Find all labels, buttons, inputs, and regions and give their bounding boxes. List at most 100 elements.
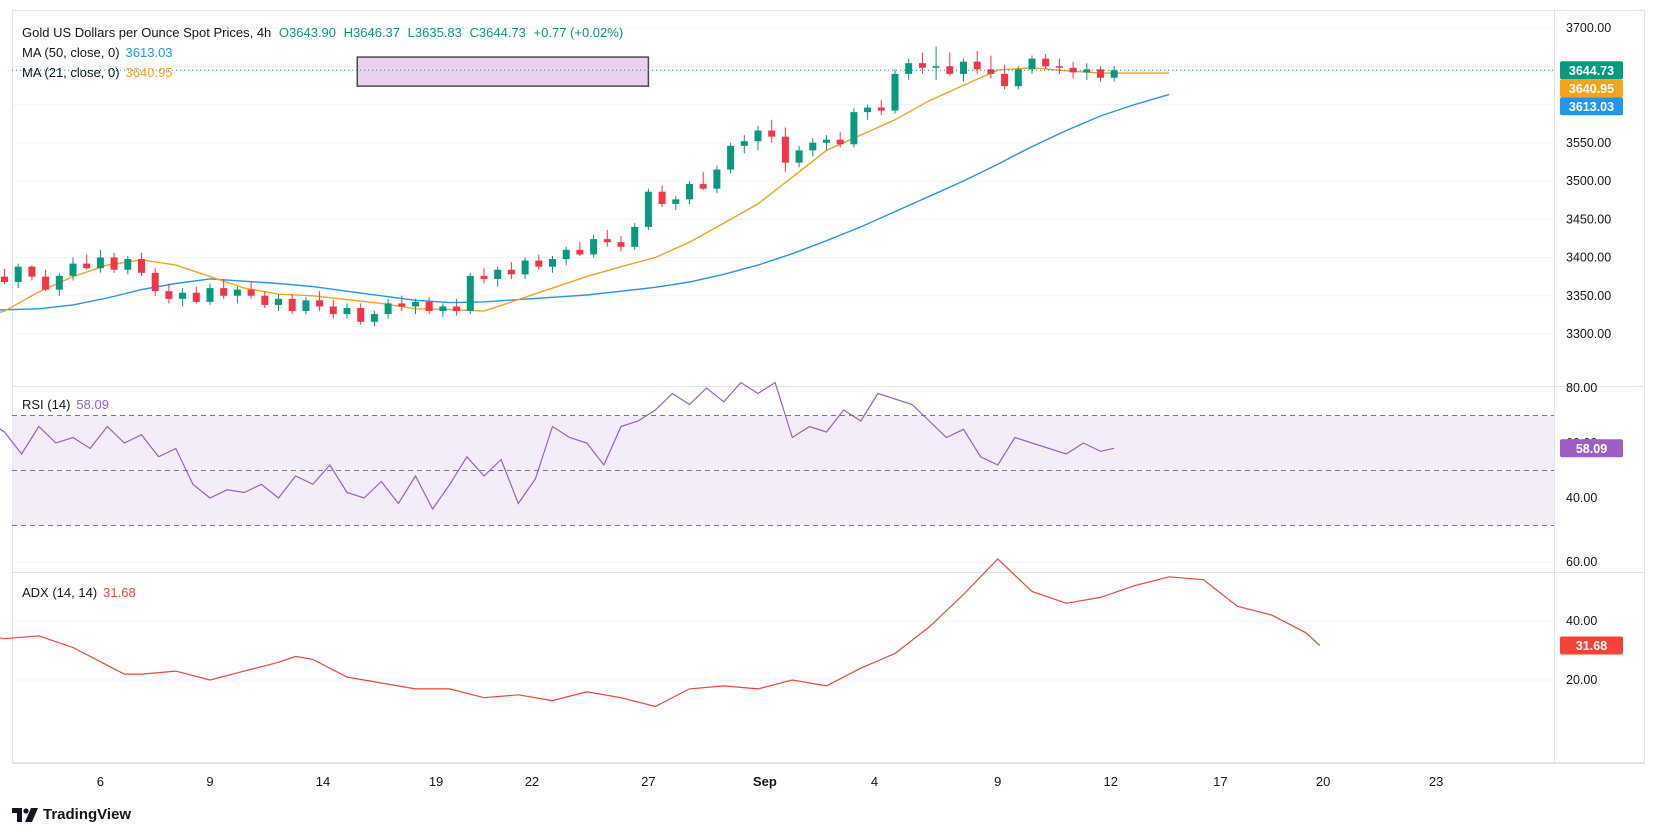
candle-body	[768, 130, 776, 137]
time-tick-label: Sep	[753, 774, 777, 789]
ohlc-close: C3644.73	[469, 25, 526, 40]
ma21-legend[interactable]: MA (21, close, 0) 3640.95	[22, 64, 173, 82]
ohlc-high: H3646.37	[343, 25, 401, 40]
candle-body	[247, 289, 255, 296]
candle-body	[220, 288, 228, 296]
candle	[343, 303, 351, 319]
candle	[192, 286, 200, 304]
candle	[1110, 66, 1118, 82]
rsi-legend[interactable]: RSI (14) 58.09	[22, 396, 109, 414]
candle	[1001, 64, 1009, 90]
candle	[740, 135, 748, 154]
candle-body	[14, 266, 22, 282]
candle	[1, 268, 8, 285]
candle-body	[672, 199, 680, 204]
candle	[412, 298, 419, 315]
adx-tag-bg	[1560, 636, 1623, 655]
candle-body	[946, 66, 954, 74]
candle-body	[1, 276, 8, 282]
brand-text: TradingView	[43, 806, 132, 823]
ma50-tag-bg	[1560, 97, 1623, 116]
candle	[864, 104, 872, 120]
adx-legend[interactable]: ADX (14, 14) 31.68	[22, 584, 136, 602]
rsi-tag-text: 58.09	[1576, 442, 1607, 456]
candle	[603, 229, 611, 247]
candle	[151, 268, 159, 296]
candle	[781, 127, 789, 172]
candle	[823, 135, 830, 151]
ma21-tag: 3640.95	[1560, 79, 1623, 98]
candle-body	[83, 263, 91, 269]
candle-body	[151, 272, 159, 292]
ma50-legend[interactable]: MA (50, close, 0) 3613.03	[22, 44, 173, 62]
time-tick-label: 27	[641, 774, 655, 789]
candle	[329, 299, 337, 319]
candle-body	[918, 63, 926, 68]
rsi-tick-label: 40.00	[1566, 491, 1597, 505]
time-tick-label: 22	[525, 774, 539, 789]
rsi-band-fill	[12, 415, 1554, 526]
rsi-label: RSI (14)	[22, 397, 71, 412]
candle-body	[1097, 69, 1104, 78]
adx-tag-text: 31.68	[1576, 639, 1607, 653]
candle-body	[316, 300, 324, 307]
candle	[261, 291, 269, 308]
candle-body	[261, 295, 269, 305]
candle-body	[206, 288, 214, 302]
candle	[549, 255, 556, 273]
time-axis: 6 9 14 19 22 27 Sep 4 9 12 17 20 23	[97, 774, 1444, 789]
candle	[1014, 66, 1022, 90]
candle-body	[576, 249, 584, 255]
candle-body	[384, 303, 392, 315]
candle-body	[1028, 58, 1036, 70]
candle-body	[96, 257, 104, 269]
price-tick-label: 3300.00	[1566, 327, 1611, 341]
candle-body	[562, 249, 570, 260]
price-tick-label: 3700.00	[1566, 21, 1611, 35]
candle	[275, 294, 282, 312]
adx-grid	[12, 561, 1554, 681]
ma50-polyline	[0, 93, 1170, 311]
candle-body	[1069, 67, 1077, 73]
adx-pane[interactable]	[12, 572, 1645, 763]
candle-body	[973, 61, 981, 70]
candle	[206, 283, 214, 305]
symbol-title[interactable]: Gold US Dollars per Ounce Spot Prices, 4…	[22, 25, 272, 40]
candle-body	[507, 269, 515, 275]
candle-body	[535, 260, 543, 267]
candle	[768, 119, 776, 143]
tradingview-logo[interactable]: TradingView	[12, 806, 131, 823]
candle-body	[138, 259, 145, 273]
candle-body	[713, 169, 721, 189]
candle	[521, 257, 529, 279]
candle	[453, 298, 461, 316]
candle	[439, 303, 447, 318]
ma21-tag-text: 3640.95	[1569, 82, 1614, 96]
candle	[686, 181, 693, 204]
rsi-band	[12, 415, 1554, 526]
candle-body	[55, 275, 63, 290]
candle-body	[932, 66, 940, 68]
candle	[1028, 55, 1036, 74]
candle	[1055, 58, 1063, 74]
consolidation-box-rect	[356, 56, 650, 87]
candle-body	[699, 184, 707, 189]
candle	[480, 268, 488, 284]
candle-body	[453, 306, 461, 312]
candle	[138, 252, 145, 276]
candle-body	[179, 292, 187, 299]
candle-body	[658, 191, 666, 204]
candle	[891, 69, 899, 114]
candle-body	[110, 257, 118, 270]
candle-body	[233, 289, 241, 296]
candle-body	[590, 239, 598, 255]
candle	[658, 185, 666, 208]
candle-body	[357, 307, 365, 322]
ma21-value: 3640.95	[125, 65, 173, 80]
candle	[96, 249, 104, 273]
ma21-label: MA (21, close, 0)	[22, 65, 120, 80]
price-pane[interactable]	[12, 10, 1645, 387]
candle	[14, 263, 22, 289]
candle	[494, 266, 502, 287]
